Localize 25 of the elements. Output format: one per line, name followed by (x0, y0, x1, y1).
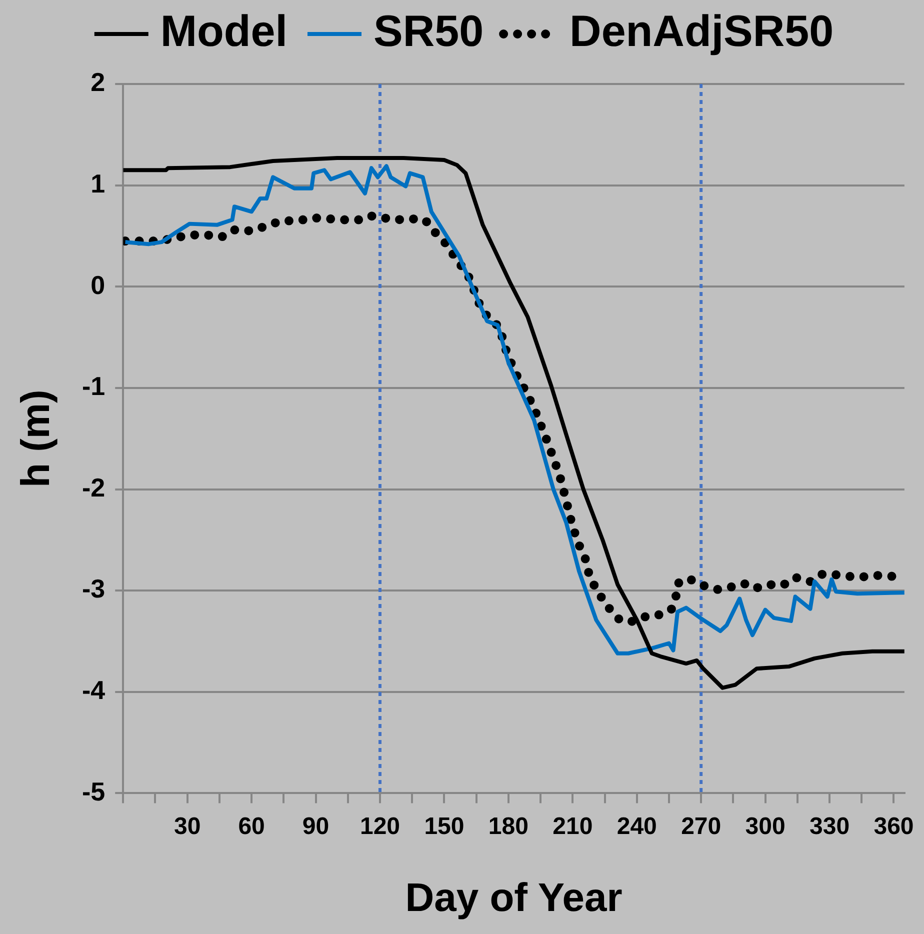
y-tick-label: 1 (90, 168, 106, 198)
x-tick-label: 240 (616, 813, 657, 840)
x-tick-label: 210 (552, 813, 593, 840)
y-axis-title: h (m) (14, 390, 58, 488)
legend-label: DenAdjSR50 (570, 7, 834, 56)
legend-label: SR50 (373, 7, 484, 56)
y-tick-label: -1 (82, 371, 106, 402)
x-tick-label: 180 (488, 813, 528, 840)
y-tick-label: -4 (82, 675, 106, 706)
x-tick-label: 150 (424, 813, 464, 840)
x-tick-label: 270 (681, 813, 722, 840)
y-tick-label: -2 (82, 472, 106, 502)
x-tick-label: 360 (874, 813, 914, 840)
x-tick-label: 90 (302, 813, 330, 840)
y-tick-label: 0 (90, 270, 106, 300)
legend-label: Model (160, 7, 288, 56)
x-tick-label: 300 (745, 813, 786, 840)
x-tick-label: 330 (809, 813, 850, 840)
x-axis-title: Day of Year (405, 876, 622, 920)
x-tick-label: 60 (238, 813, 265, 840)
y-tick-label: -3 (82, 574, 106, 604)
x-tick-label: 30 (174, 813, 201, 840)
y-tick-label: -5 (82, 776, 106, 806)
y-tick-label: 2 (90, 67, 106, 98)
x-tick-label: 120 (360, 813, 400, 840)
